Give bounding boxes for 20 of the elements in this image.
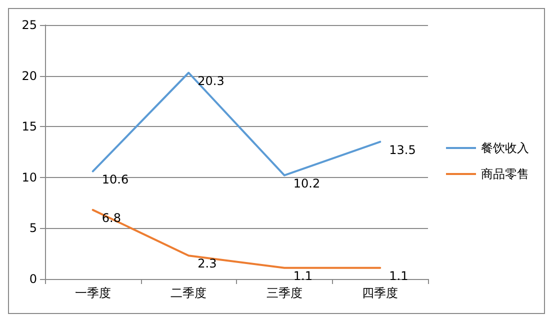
y-tick-label: 0	[29, 272, 37, 286]
x-tick-label: 二季度	[170, 286, 207, 300]
data-label: 1.1	[293, 268, 312, 283]
y-tick-label: 5	[29, 221, 37, 236]
legend-label: 餐饮收入	[481, 141, 529, 155]
x-tick-label: 四季度	[362, 286, 398, 300]
y-tick-label: 20	[22, 68, 37, 83]
data-label: 2.3	[198, 256, 217, 271]
line-series	[92, 72, 382, 176]
y-tick-label: 25	[22, 18, 37, 32]
y-tick-label: 10	[22, 170, 37, 184]
data-label: 10.6	[102, 172, 129, 186]
legend-label: 商品零售	[481, 167, 529, 181]
data-label: 13.5	[389, 142, 416, 157]
data-label: 10.2	[293, 176, 320, 190]
data-label: 1.1	[389, 268, 408, 283]
x-tick-label: 三季度	[266, 286, 302, 300]
data-label: 20.3	[198, 74, 224, 88]
x-tick-label: 一季度	[74, 286, 111, 300]
y-tick-label: 15	[22, 120, 37, 134]
